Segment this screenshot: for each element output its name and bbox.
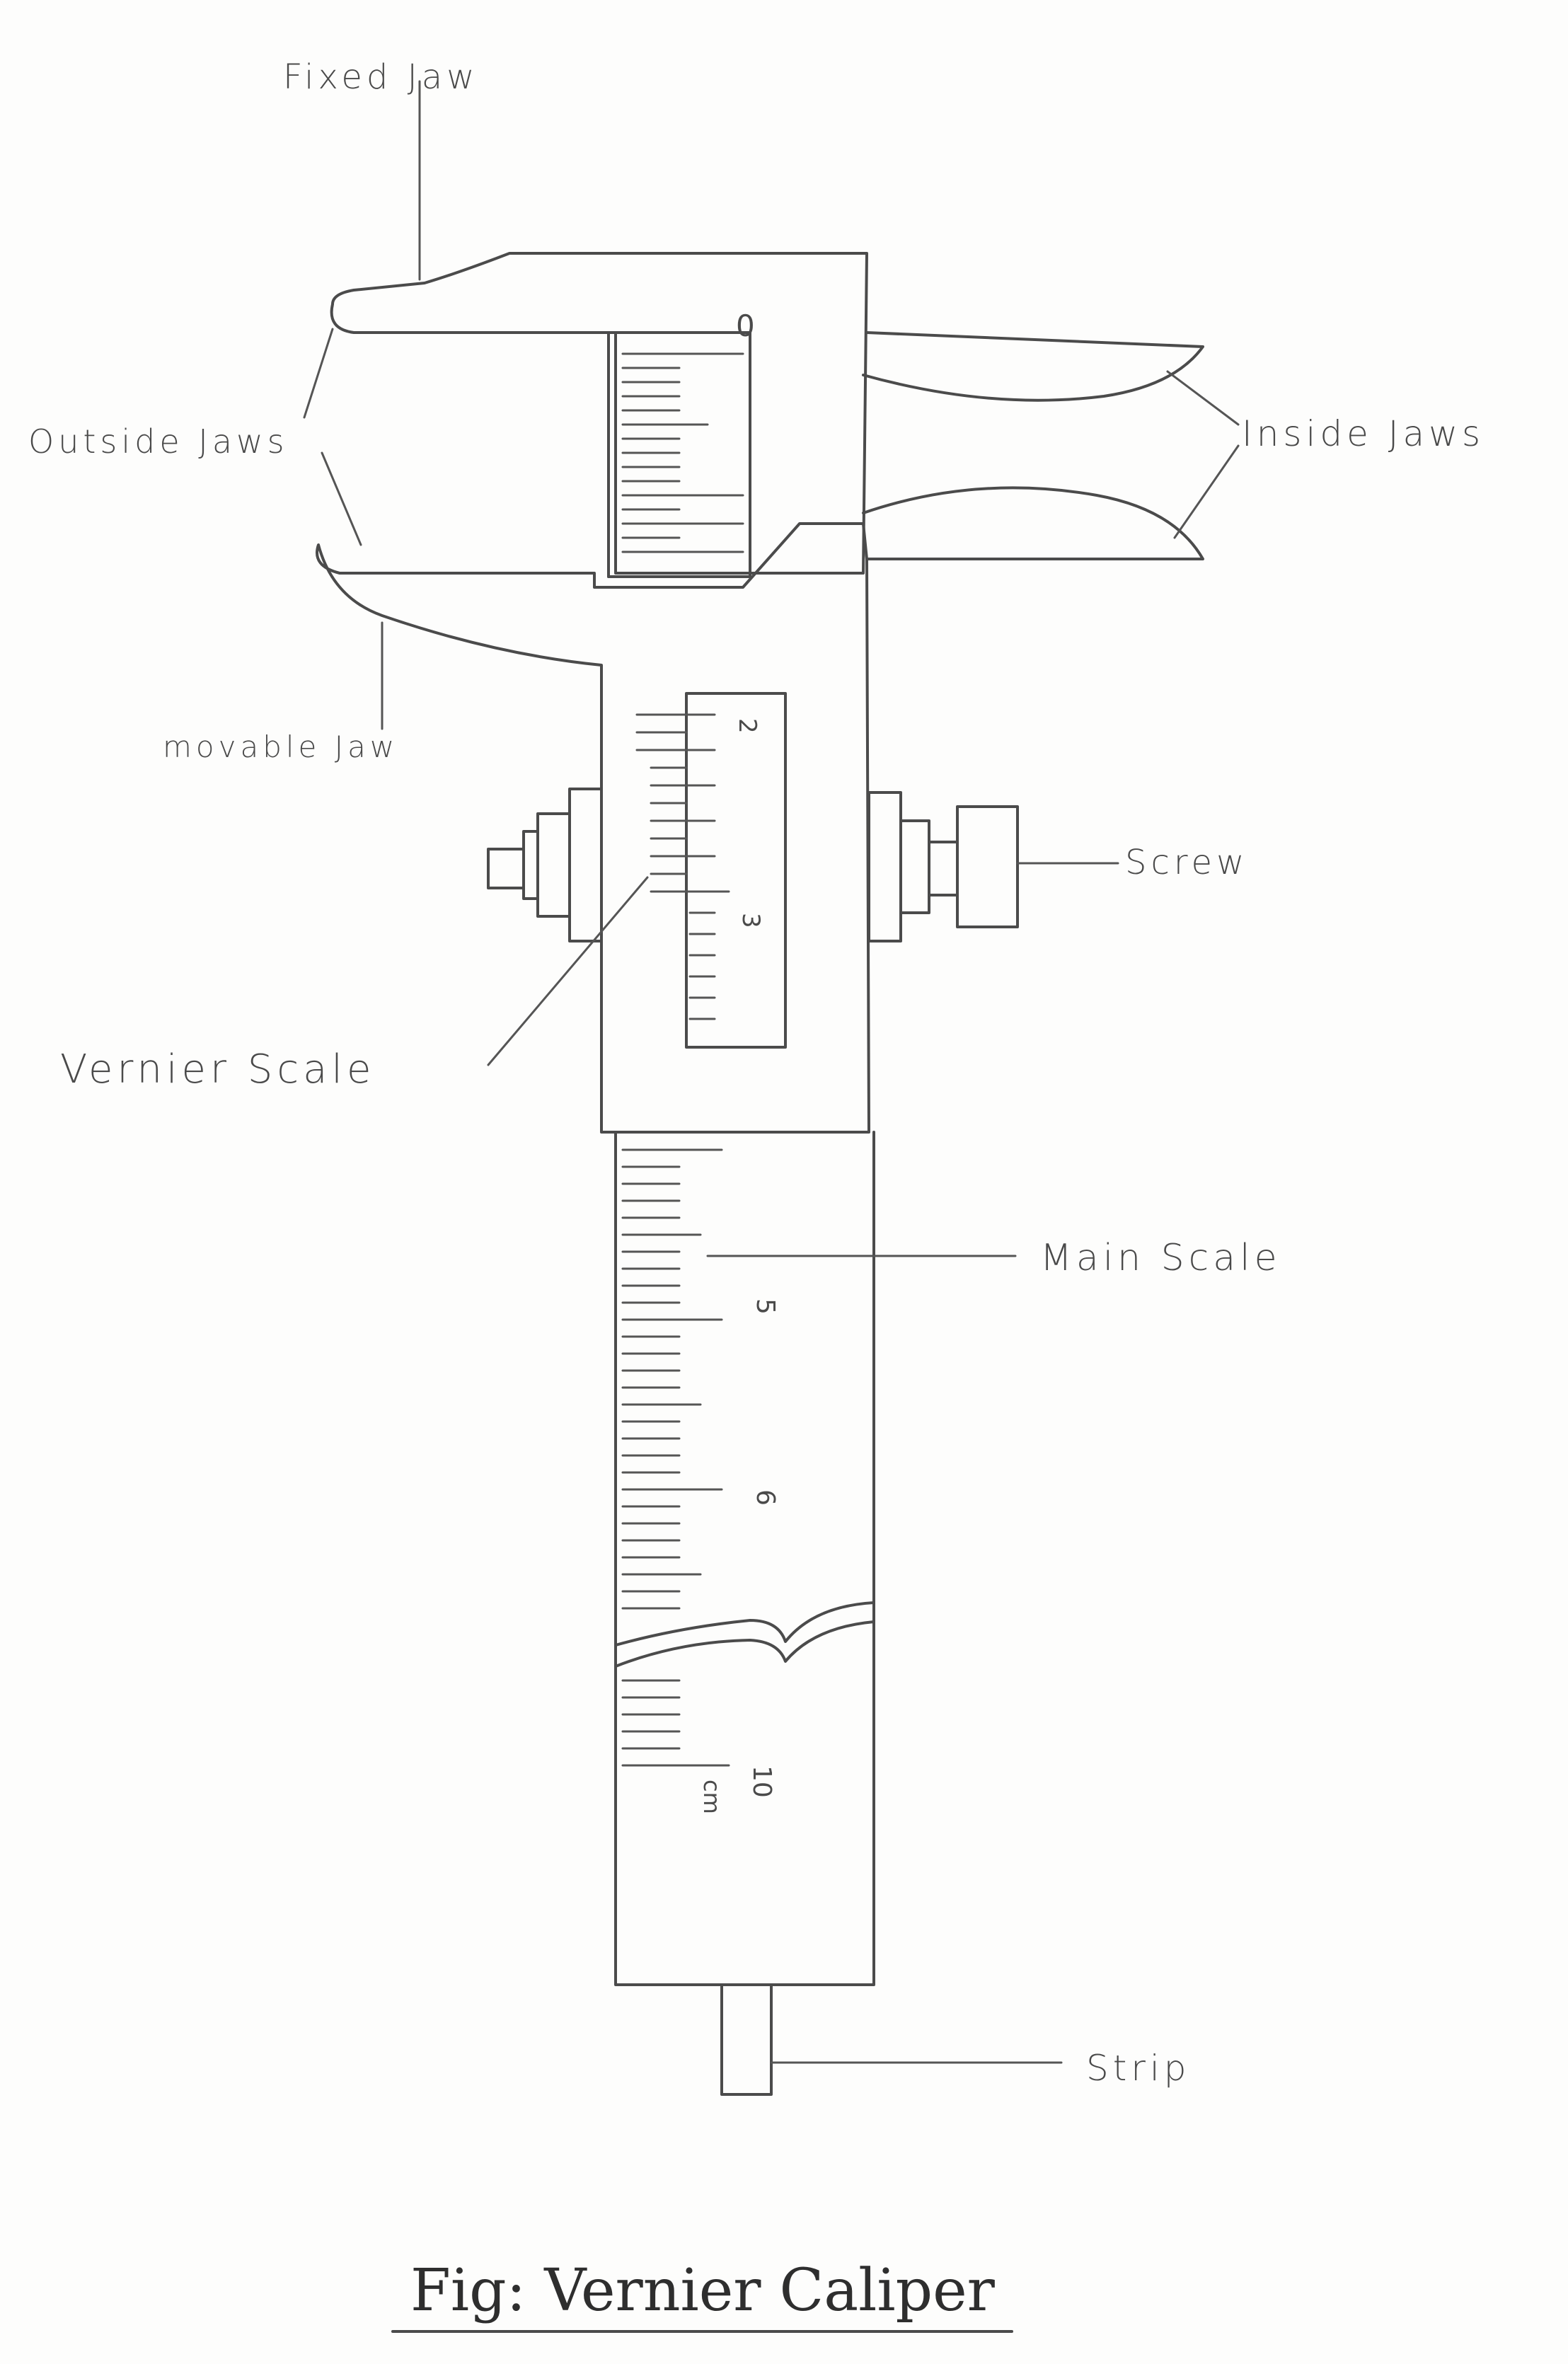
label-vernier-scale: Vernier Scale [60,1046,375,1092]
vernier-number-0: 0 [736,309,755,343]
main-unit-cm: cm [698,1780,725,1814]
figure-caption: Fig: Vernier Caliper [410,2257,996,2324]
vernier-number-2: 2 [733,718,761,734]
label-main-scale: Main Scale [1040,1237,1281,1279]
vernier-scale-ticks [635,713,730,1020]
label-screw: Screw [1125,843,1248,882]
label-movable-jaw: movable Jaw [163,730,398,764]
main-number-6: 6 [751,1489,780,1506]
label-outside-jaws: Outside Jaws [28,422,289,461]
inside-jaw-upper [862,331,1204,402]
left-screw [487,788,603,942]
vernier-number-3: 3 [737,913,765,928]
beam-break-upper [614,1601,875,1647]
beam-break-lower [614,1620,875,1668]
depth-strip [720,1983,773,2096]
main-scale-ticks [621,1148,730,1767]
inside-jaw-lower [862,486,1204,560]
upper-scale-strip [607,331,751,578]
label-fixed-jaw: Fixed Jaw [283,57,478,97]
vernier-slider-outline [316,522,870,1134]
main-number-5: 5 [751,1298,780,1315]
label-strip: Strip [1086,2048,1191,2089]
main-number-10: 10 [747,1765,776,1798]
upper-scale-ticks [621,352,744,553]
leader-lines [303,80,1240,2064]
fixed-jaw-outline [330,252,868,575]
label-inside-jaws: Inside Jaws [1242,413,1485,454]
right-screw [867,791,1019,942]
vernier-scale-window [685,692,787,1049]
